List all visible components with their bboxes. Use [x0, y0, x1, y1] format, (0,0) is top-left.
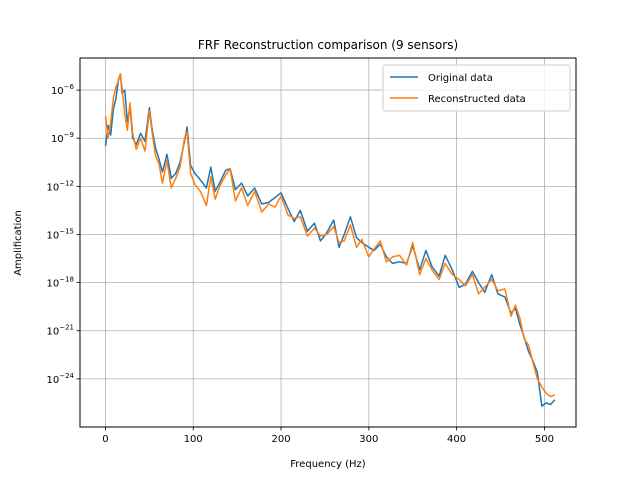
- x-tick-label: 300: [359, 434, 378, 445]
- x-tick-label: 400: [447, 434, 466, 445]
- plot-frame: [79, 57, 577, 428]
- y-tick-base: 10: [46, 375, 59, 386]
- legend-label-1: Reconstructed data: [428, 94, 526, 105]
- x-axis: 0 100 200 300 400 500: [102, 427, 554, 445]
- y-tick-exponent: −21: [59, 324, 74, 332]
- y-tick-exponent: −24: [59, 372, 74, 380]
- x-tick-label: 100: [184, 434, 203, 445]
- y-tick-exponent: −18: [59, 276, 74, 284]
- y-tick-base: 10: [46, 230, 59, 241]
- series-line-1: [104, 73, 556, 398]
- series-layer: [104, 73, 556, 407]
- y-tick-exponent: −12: [59, 179, 74, 187]
- y-tick-label: 10−21: [46, 324, 74, 338]
- x-axis-label: Frequency (Hz): [290, 459, 366, 470]
- y-tick-label: 10−6: [51, 83, 75, 97]
- y-tick-base: 10: [51, 134, 64, 145]
- y-tick-exponent: −9: [64, 131, 74, 139]
- y-tick-label: 10−12: [46, 179, 74, 193]
- x-tick-label: 200: [271, 434, 290, 445]
- legend-box: [382, 64, 571, 112]
- y-tick-exponent: −15: [59, 227, 74, 235]
- y-tick-label: 10−24: [46, 372, 74, 386]
- legend: Original data Reconstructed data: [382, 64, 571, 112]
- x-tick-label: 500: [535, 434, 554, 445]
- chart-title: FRF Reconstruction comparison (9 sensors…: [198, 38, 458, 52]
- y-tick-label: 10−15: [46, 227, 74, 241]
- legend-label-0: Original data: [428, 73, 493, 84]
- y-tick-label: 10−18: [46, 276, 74, 290]
- y-tick-exponent: −6: [64, 83, 75, 91]
- y-tick-base: 10: [46, 279, 59, 290]
- grid: [80, 58, 576, 427]
- y-axis-label: Amplification: [13, 210, 24, 276]
- y-tick-label: 10−9: [51, 131, 74, 145]
- y-tick-base: 10: [51, 86, 64, 97]
- y-tick-base: 10: [46, 327, 59, 338]
- x-tick-label: 0: [102, 434, 108, 445]
- y-tick-base: 10: [46, 182, 59, 193]
